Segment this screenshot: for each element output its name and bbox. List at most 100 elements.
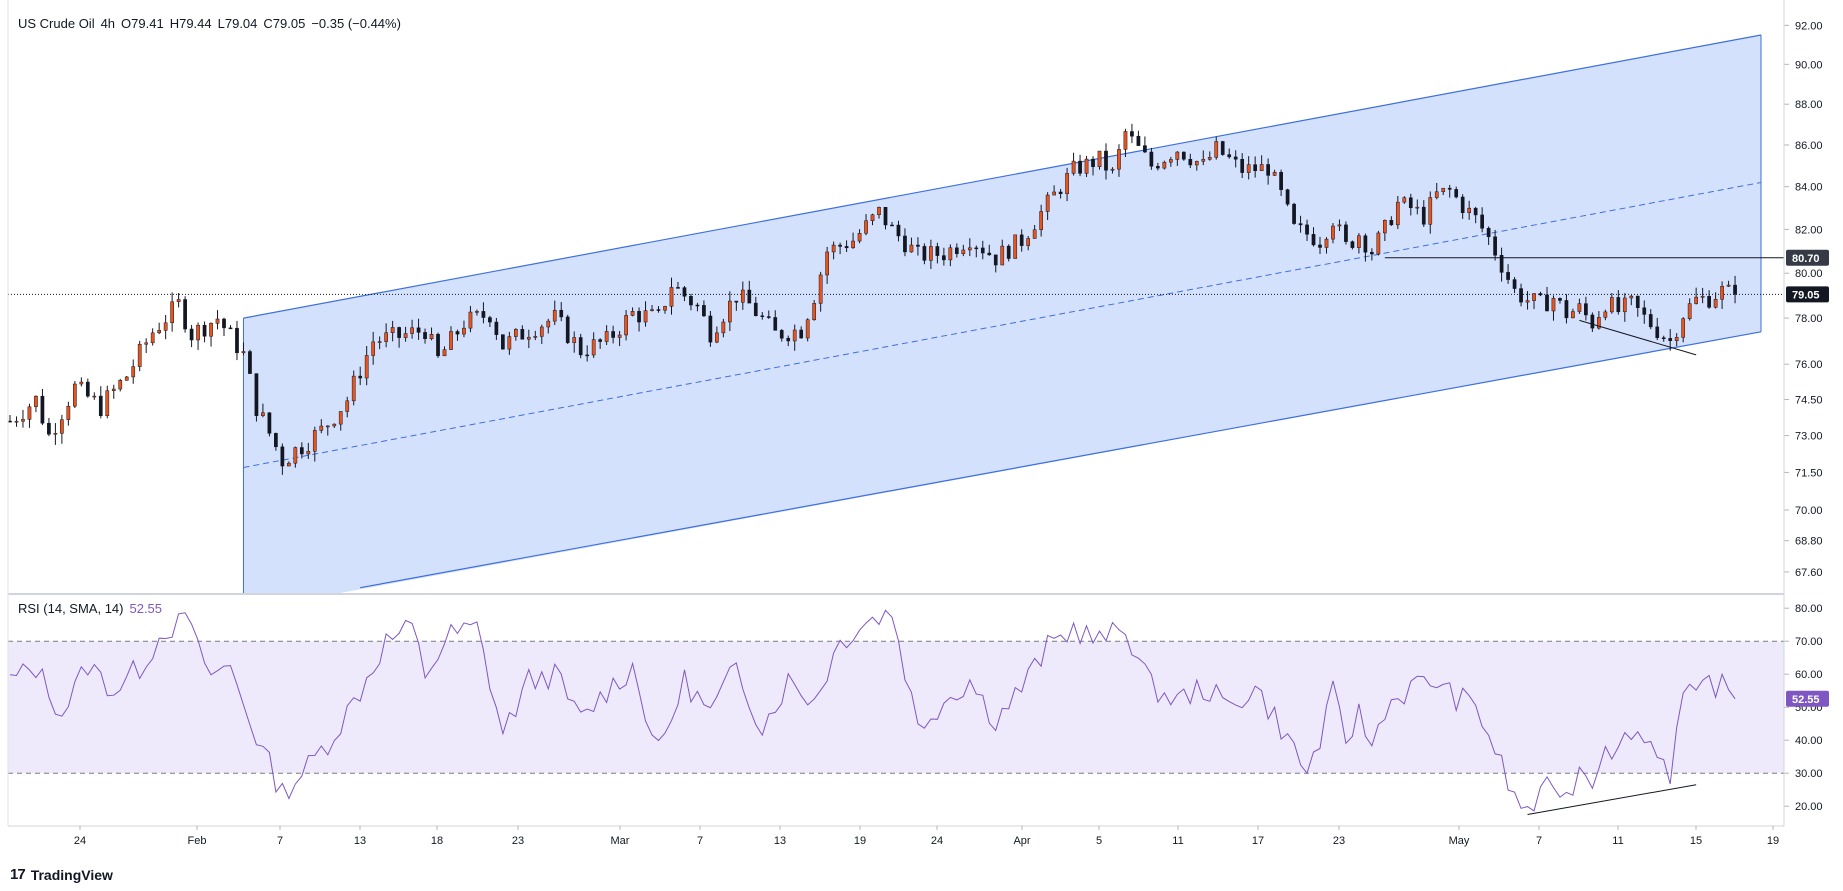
candle-body [345,400,350,412]
rsi-tick-label: 30.00 [1795,768,1823,780]
candle-body [423,332,427,340]
candle-body [170,301,174,324]
candle-body [1545,294,1549,312]
candle-body [929,246,933,261]
time-tick-label: 19 [1767,835,1779,847]
candle-body [922,246,927,261]
rsi-tag-label: 52.55 [1792,694,1820,706]
candle-body [1006,245,1011,259]
candle-body [1246,164,1251,173]
candle-body [1467,207,1472,213]
time-tick-label: 7 [1536,835,1542,847]
candle-body [196,324,200,341]
candle-body [617,334,622,338]
candle-body [403,333,408,338]
candle-body [202,324,207,337]
tradingview-brand[interactable]: 17 TradingView [10,866,113,883]
candle-body [241,351,246,354]
price-tick-label: 70.00 [1795,505,1823,517]
rsi-divergence-line [1527,784,1697,815]
candle-body [792,329,797,342]
rsi-tick-label: 80.00 [1795,603,1823,615]
candle-body [935,246,940,256]
price-tag-label: 80.70 [1792,253,1820,265]
candle-body [980,247,985,254]
symbol-name[interactable]: US Crude Oil [18,16,95,31]
candle-body [377,341,382,343]
candle-body [559,309,564,318]
candle-body [1395,201,1400,226]
candle-body [1454,189,1459,198]
candle-body [1045,194,1050,212]
candle-body [1071,160,1076,174]
candle-body [1298,223,1303,226]
rsi-tick-label: 70.00 [1795,636,1823,648]
candle-body [1117,149,1121,170]
time-tick-label: 23 [1333,835,1345,847]
candle-body [254,373,259,416]
candle-body [864,220,868,234]
candle-body [299,447,304,455]
symbol-header: US Crude Oil 4h O79.41 H79.44 L79.04 C79.05 −0… [18,16,407,31]
candle-body [1253,164,1258,172]
candle-body [604,331,609,342]
price-tick-label: 78.00 [1795,313,1823,325]
interval-label[interactable]: 4h [100,16,116,31]
candle-body [896,224,901,237]
time-tick-label: May [1449,835,1470,847]
candle-body [176,299,181,303]
candle-body [1305,224,1309,235]
candle-body [942,255,946,261]
candle-body [1123,131,1128,150]
candle-body [1642,307,1647,315]
candle-body [1661,337,1666,339]
time-tick-label: 11 [1172,835,1183,847]
change-value: −0.35 (−0.44%) [311,16,401,31]
candle-body [358,375,363,379]
time-tick-label: 5 [1096,835,1102,847]
candle-body [280,446,285,467]
candle-body [47,422,51,435]
price-tick-label: 86.00 [1795,140,1823,152]
candle-body [766,316,771,318]
candle-body [118,380,123,390]
candle-body [676,287,680,289]
candle-body [1726,284,1731,287]
candle-body [222,318,226,329]
candle-body [371,341,376,356]
time-tick-label: 7 [697,835,703,847]
rsi-label[interactable]: RSI (14, SMA, 14) [18,601,124,616]
candle-body [332,423,337,427]
candle-body [312,430,317,452]
candle-body [974,247,979,250]
low-value: L79.04 [217,16,258,31]
candle-body [501,334,505,350]
candle-body [760,315,765,318]
price-tick-label: 73.00 [1795,431,1823,443]
candle-body [838,244,842,247]
candle-body [73,383,77,407]
time-tick-label: 13 [354,835,366,847]
candle-body [351,375,356,402]
candle-body [1019,234,1024,246]
candle-body [961,249,966,255]
candle-body [1687,303,1692,319]
time-tick-label: 17 [1252,835,1264,847]
candle-body [1214,141,1219,158]
candle-body [520,329,525,340]
candle-body [1227,154,1232,158]
candle-body [831,244,836,253]
time-tick-label: 15 [1690,835,1702,847]
candle-body [131,366,136,378]
candle-body [1707,296,1711,308]
candle-body [1194,161,1199,166]
candle-body [1220,141,1225,155]
candle-body [773,317,778,331]
candle-body [715,332,719,343]
price-tick-label: 92.00 [1795,20,1823,32]
candle-body [429,334,434,340]
candle-body [1052,191,1056,196]
candle-body [261,412,265,416]
candle-body [1032,229,1037,239]
